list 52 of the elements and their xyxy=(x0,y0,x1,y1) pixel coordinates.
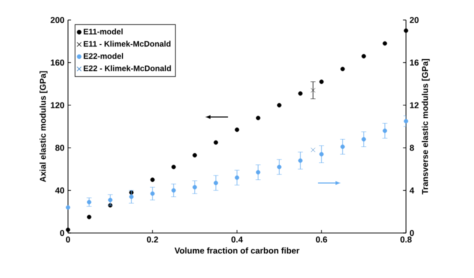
point xyxy=(404,118,408,124)
point xyxy=(214,180,218,186)
point xyxy=(66,205,70,210)
x-tick-label: 0 xyxy=(66,236,70,243)
y2-tick-label: 20 xyxy=(410,17,419,23)
point xyxy=(214,140,218,145)
point xyxy=(298,158,303,163)
y2-tick-label: 0 xyxy=(410,230,414,236)
point xyxy=(234,128,240,132)
y-tick-label: 40 xyxy=(55,187,64,194)
point xyxy=(171,164,176,170)
x-tick-label: 0.8 xyxy=(400,236,412,243)
y2-axis-title: Transverse elastic modulus [GPa] xyxy=(422,58,430,194)
point xyxy=(256,170,260,174)
point xyxy=(150,191,155,196)
point xyxy=(277,164,282,170)
point xyxy=(192,185,197,190)
y2-tick-label: 4 xyxy=(410,187,414,194)
x-tick-label: 0.6 xyxy=(316,236,328,243)
point xyxy=(310,148,316,152)
point xyxy=(319,152,324,156)
point xyxy=(277,103,282,108)
y-tick-label: 80 xyxy=(55,144,64,151)
point xyxy=(129,194,134,199)
point xyxy=(362,54,366,58)
point xyxy=(362,137,366,142)
point xyxy=(171,188,176,193)
point xyxy=(298,91,303,96)
point xyxy=(310,88,316,93)
point xyxy=(256,116,260,120)
x-tick-label: 0.4 xyxy=(231,236,243,243)
y2-tick-label: 8 xyxy=(410,144,414,151)
point xyxy=(108,198,112,202)
point xyxy=(340,66,345,72)
x-axis-title: Volume fraction of carbon fiber xyxy=(174,247,300,254)
x-tick-label: 0.2 xyxy=(146,236,158,243)
y2-tick-label: 12 xyxy=(410,102,419,108)
y-tick-label: 200 xyxy=(50,17,64,23)
y2-tick-label: 16 xyxy=(410,60,419,66)
y-tick-label: 160 xyxy=(50,60,64,66)
y-tick-label: 0 xyxy=(60,230,64,236)
point xyxy=(234,175,240,180)
point xyxy=(340,144,345,149)
y-tick-label: 120 xyxy=(50,102,64,108)
point xyxy=(382,41,388,46)
point xyxy=(86,214,92,220)
point xyxy=(150,178,155,182)
point xyxy=(192,153,197,158)
point xyxy=(319,80,324,84)
y-axis-title: Axial elastic modulus [GPa] xyxy=(40,71,48,182)
point xyxy=(382,128,388,133)
point xyxy=(66,228,70,232)
